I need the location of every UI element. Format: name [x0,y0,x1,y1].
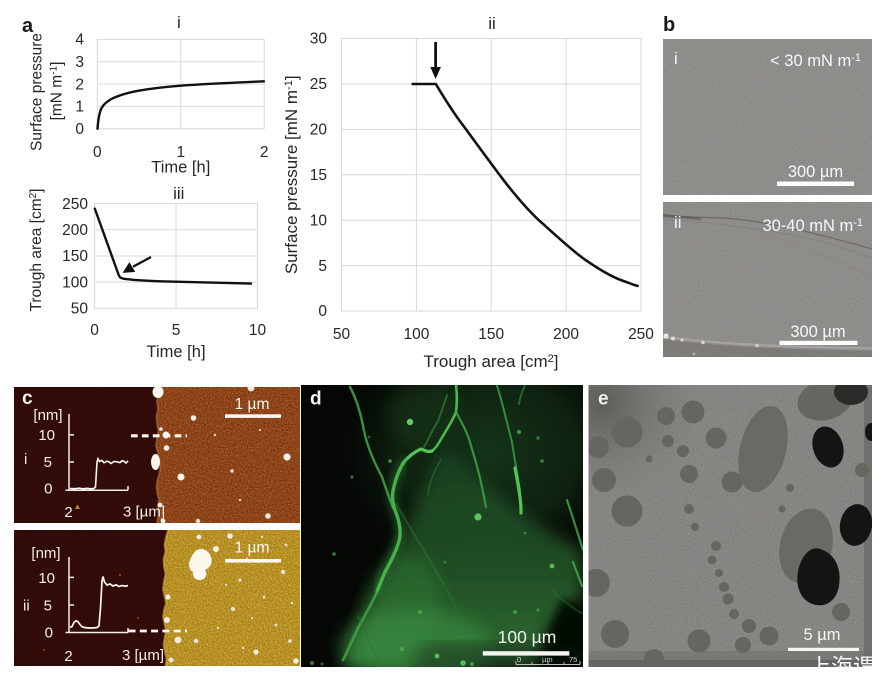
svg-text:0: 0 [93,144,102,161]
svg-text:5: 5 [172,322,181,339]
svg-text:10: 10 [38,427,55,444]
svg-text:[mN m-1]: [mN m-1] [49,62,66,121]
svg-text:2: 2 [260,144,269,161]
svg-text:50: 50 [71,301,89,318]
svg-text:0: 0 [318,303,327,320]
svg-text:0: 0 [517,655,521,664]
svg-text:i: i [674,49,678,68]
svg-text:Surface pressure [mN m-1]: Surface pressure [mN m-1] [282,75,301,274]
svg-text:150: 150 [62,248,88,265]
svg-text:Trough area [cm2]: Trough area [cm2] [28,188,45,311]
svg-text:e: e [598,389,609,410]
svg-text:i: i [24,451,27,468]
svg-text:100: 100 [62,274,88,291]
svg-text:4: 4 [75,32,84,49]
svg-text:i: i [177,13,181,32]
svg-text:Time [h]: Time [h] [147,343,206,361]
svg-text:2: 2 [64,504,72,521]
svg-text:ii: ii [488,14,496,33]
svg-text:5 µm: 5 µm [803,626,840,644]
svg-text:[nm]: [nm] [33,407,62,424]
svg-text:300 µm: 300 µm [788,163,843,181]
svg-text:3 [µm]: 3 [µm] [122,647,164,664]
svg-text:1: 1 [75,99,84,116]
svg-text:15: 15 [310,167,327,184]
svg-text:100 µm: 100 µm [498,627,557,647]
svg-text:2: 2 [75,76,84,93]
svg-text:Trough area [cm2]: Trough area [cm2] [424,352,559,371]
svg-text:a: a [22,15,34,37]
svg-text:5: 5 [318,258,327,275]
svg-text:0: 0 [44,481,52,498]
svg-text:10: 10 [310,212,328,229]
svg-text:d: d [310,389,322,410]
svg-text:5: 5 [44,598,52,615]
svg-text:5: 5 [44,454,52,471]
svg-text:3: 3 [75,54,84,71]
svg-text:300 µm: 300 µm [790,323,845,341]
svg-text:0: 0 [90,322,99,339]
svg-text:µm: µm [542,655,553,664]
svg-text:c: c [22,388,33,409]
svg-text:Time [h]: Time [h] [151,159,210,177]
svg-text:上海谓: 上海谓 [809,655,875,680]
svg-text:ii: ii [23,598,30,615]
svg-text:200: 200 [553,326,579,343]
svg-text:2: 2 [64,648,72,665]
svg-text:1 µm: 1 µm [235,540,270,557]
svg-text:100: 100 [403,326,429,343]
svg-text:250: 250 [628,326,654,343]
svg-text:ii: ii [674,213,682,232]
svg-text:75: 75 [569,655,577,664]
svg-text:1 µm: 1 µm [235,396,270,413]
svg-text:25: 25 [310,76,327,93]
svg-text:30-40 mN m-1: 30-40 mN m-1 [762,217,863,235]
svg-text:50: 50 [333,326,351,343]
svg-text:150: 150 [478,326,504,343]
svg-text:< 30 mN m-1: < 30 mN m-1 [770,52,861,70]
svg-text:b: b [663,14,675,36]
svg-text:10: 10 [38,570,55,587]
svg-text:Surface pressure: Surface pressure [29,33,46,151]
svg-text:250: 250 [62,196,88,213]
svg-text:0: 0 [75,121,84,138]
svg-text:30: 30 [310,31,328,48]
svg-text:20: 20 [310,122,328,139]
svg-text:1: 1 [176,144,185,161]
svg-text:3 [µm]: 3 [µm] [123,504,165,521]
svg-text:200: 200 [62,222,88,239]
svg-text:[nm]: [nm] [31,545,60,562]
svg-text:0: 0 [45,625,53,642]
svg-text:iii: iii [173,184,184,203]
svg-text:10: 10 [249,322,267,339]
